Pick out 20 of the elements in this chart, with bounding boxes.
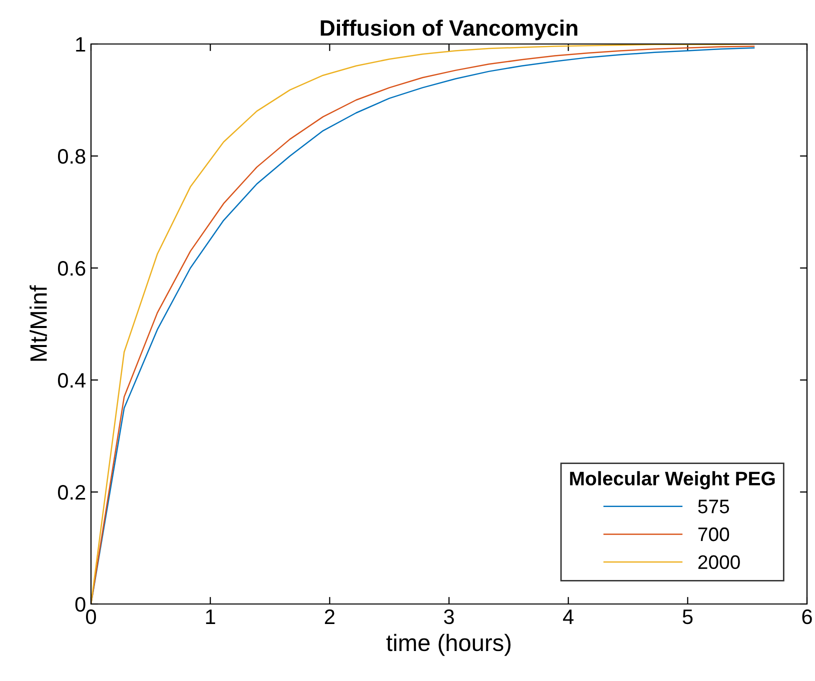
x-tick-label: 4 — [563, 610, 574, 624]
x-tick-label: 6 — [802, 609, 812, 624]
legend-label: 700 — [698, 527, 730, 542]
x-tick-label: 5 — [682, 610, 693, 624]
y-tick-label: 0.6 — [58, 261, 86, 276]
chart-title: Diffusion of Vancomycin — [320, 20, 578, 40]
x-tick-label: 2 — [324, 609, 334, 624]
y-axis-title: Mt/Minf — [30, 285, 47, 361]
x-tick-label: 3 — [444, 609, 454, 624]
legend-label: 575 — [698, 500, 730, 514]
y-tick-label: 0.4 — [58, 373, 86, 388]
legend-title: Molecular Weight PEG — [570, 471, 775, 490]
x-tick-label: 1 — [206, 610, 216, 624]
x-tick-label: 0 — [86, 609, 96, 624]
legend-label: 2000 — [698, 555, 740, 570]
x-axis-title: time (hours) — [386, 634, 511, 656]
y-tick-label: 0 — [75, 597, 86, 612]
y-tick-label: 0.8 — [58, 149, 86, 164]
y-tick-label: 0.2 — [58, 485, 86, 500]
y-tick-label: 1 — [76, 37, 86, 52]
